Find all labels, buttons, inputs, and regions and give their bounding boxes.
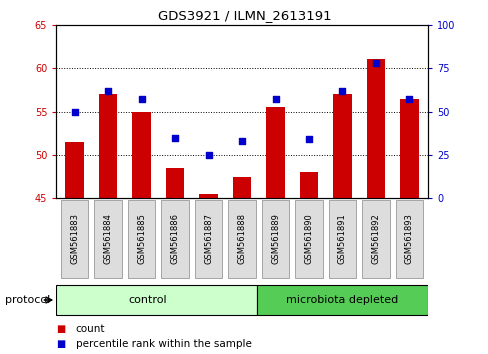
Bar [299, 172, 318, 198]
Text: GSM561883: GSM561883 [70, 213, 79, 264]
FancyBboxPatch shape [228, 200, 255, 278]
FancyBboxPatch shape [161, 200, 188, 278]
FancyBboxPatch shape [261, 200, 289, 278]
FancyBboxPatch shape [128, 200, 155, 278]
Text: ■: ■ [56, 339, 65, 349]
Bar [366, 59, 385, 198]
Text: GSM561890: GSM561890 [304, 213, 313, 264]
Text: microbiota depleted: microbiota depleted [286, 295, 398, 305]
Point [138, 97, 145, 102]
FancyBboxPatch shape [362, 200, 389, 278]
Point [371, 60, 379, 66]
FancyBboxPatch shape [56, 285, 257, 315]
Text: ■: ■ [56, 324, 65, 333]
Text: GSM561892: GSM561892 [371, 213, 380, 264]
Bar [65, 142, 83, 198]
Point [71, 109, 79, 114]
Text: GSM561893: GSM561893 [404, 213, 413, 264]
Text: protocol: protocol [5, 295, 50, 305]
Bar [400, 98, 418, 198]
Text: count: count [76, 324, 105, 333]
Text: GSM561888: GSM561888 [237, 213, 246, 264]
Text: GSM561884: GSM561884 [103, 213, 112, 264]
FancyBboxPatch shape [395, 200, 422, 278]
Bar [266, 107, 284, 198]
Point [405, 97, 412, 102]
Bar [132, 112, 150, 198]
Bar [199, 194, 217, 198]
Text: GSM561889: GSM561889 [270, 213, 280, 264]
Bar [232, 177, 251, 198]
Text: GSM561885: GSM561885 [137, 213, 146, 264]
Text: percentile rank within the sample: percentile rank within the sample [76, 339, 251, 349]
Point [305, 136, 312, 142]
Text: GSM561887: GSM561887 [203, 213, 213, 264]
FancyBboxPatch shape [295, 200, 322, 278]
Bar [165, 168, 184, 198]
Point [338, 88, 346, 93]
Point [104, 88, 112, 93]
FancyBboxPatch shape [94, 200, 122, 278]
Bar [333, 94, 351, 198]
Text: GSM561891: GSM561891 [337, 213, 346, 264]
Point [271, 97, 279, 102]
FancyBboxPatch shape [328, 200, 355, 278]
FancyBboxPatch shape [194, 200, 222, 278]
Bar [99, 94, 117, 198]
FancyBboxPatch shape [257, 285, 427, 315]
Text: control: control [128, 295, 166, 305]
Point [204, 152, 212, 158]
Point [238, 138, 245, 144]
Text: GDS3921 / ILMN_2613191: GDS3921 / ILMN_2613191 [157, 9, 331, 22]
Point [171, 135, 179, 140]
Text: GSM561886: GSM561886 [170, 213, 179, 264]
FancyBboxPatch shape [61, 200, 88, 278]
